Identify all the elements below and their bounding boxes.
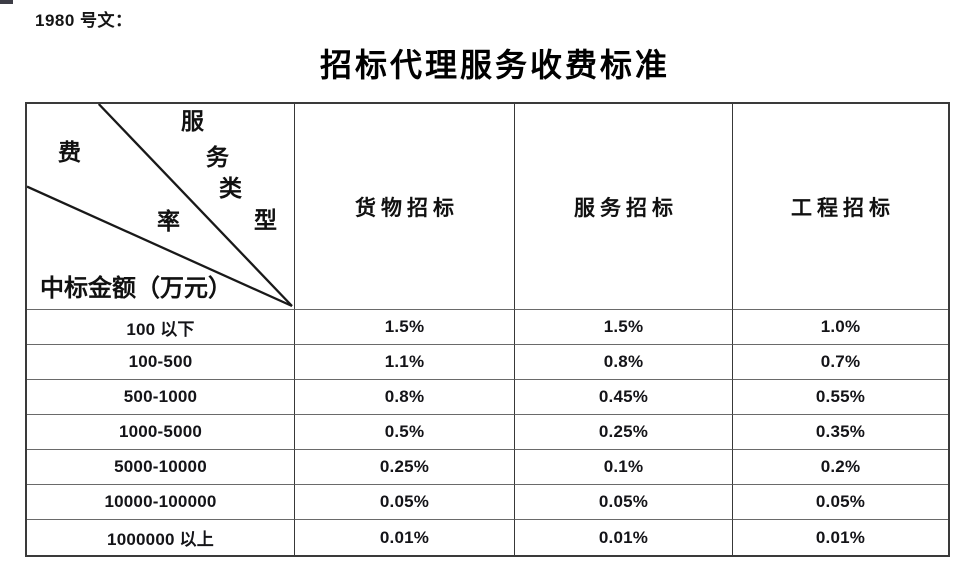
fee-value-cell: 1.1% [295, 345, 515, 380]
column-header-services: 服务招标 [515, 104, 733, 310]
amount-range-label: 100 以下 [126, 319, 195, 339]
fee-rate-value: 0.01% [379, 527, 430, 547]
amount-range-label: 10000-100000 [104, 492, 217, 511]
fee-value-cell: 0.2% [733, 450, 948, 485]
fee-value-cell: 0.8% [515, 345, 733, 380]
corner-label-rate-char: 费 [58, 140, 81, 165]
fee-value-cell: 0.25% [295, 450, 515, 485]
fee-value-cell: 1.5% [515, 310, 733, 345]
corner-label-service-char: 类 [219, 176, 242, 201]
corner-label-service-char: 服 [181, 109, 204, 134]
column-header-goods: 货物招标 [295, 104, 515, 310]
fee-rate-value: 0.1% [603, 457, 644, 476]
fee-value-cell: 0.05% [733, 485, 948, 520]
diagonal-divider-lower [27, 185, 293, 308]
fee-rate-value: 0.5% [384, 422, 425, 441]
fee-rate-value: 1.1% [384, 352, 425, 371]
column-header-label: 货物招标 [355, 195, 459, 220]
fee-value-cell: 0.7% [733, 345, 948, 380]
fee-rate-value: 0.05% [379, 492, 430, 511]
row-label-cell: 5000-10000 [27, 450, 295, 485]
fee-value-cell: 0.01% [733, 520, 948, 555]
amount-range-label: 1000-5000 [118, 422, 203, 441]
fee-rate-value: 0.8% [603, 352, 644, 371]
fee-rate-value: 1.0% [820, 317, 861, 336]
amount-range-label: 100-500 [128, 352, 193, 371]
fee-value-cell: 0.35% [733, 415, 948, 450]
fee-rate-value: 0.35% [815, 422, 866, 441]
corner-label-amount-axis: 中标金额（万元） [40, 276, 232, 302]
fee-value-cell: 0.55% [733, 380, 948, 415]
fee-rate-value: 0.55% [815, 387, 866, 406]
fee-value-cell: 1.0% [733, 310, 948, 345]
fee-rate-value: 0.05% [598, 492, 649, 511]
corner-label-service-char: 务 [206, 145, 229, 170]
fee-rate-value: 0.25% [379, 457, 430, 476]
row-label-cell: 10000-100000 [27, 485, 295, 520]
fee-rate-value: 1.5% [384, 317, 425, 336]
fee-rate-value: 0.7% [820, 352, 861, 371]
fee-rate-value: 0.01% [815, 527, 866, 547]
fee-value-cell: 0.8% [295, 380, 515, 415]
fee-value-cell: 0.05% [295, 485, 515, 520]
row-label-cell: 500-1000 [27, 380, 295, 415]
fee-rate-value: 0.25% [598, 422, 649, 441]
column-header-label: 工程招标 [791, 195, 895, 220]
fee-value-cell: 0.1% [515, 450, 733, 485]
scan-corner-artifact [0, 0, 13, 4]
amount-range-label: 5000-10000 [114, 457, 207, 476]
fee-value-cell: 0.25% [515, 415, 733, 450]
amount-range-label: 500-1000 [123, 387, 198, 406]
fee-standard-table: 服 务 类 型 费 率 中标金额（万元） 货物招标 服务招标 工程招标 100 … [25, 102, 950, 557]
column-header-engineering: 工程招标 [733, 104, 948, 310]
row-label-cell: 100 以下 [27, 310, 295, 345]
fee-rate-value: 0.01% [598, 527, 649, 547]
page-title: 招标代理服务收费标准 [319, 47, 670, 83]
amount-range-label: 1000000 以上 [107, 530, 214, 549]
fee-rate-value: 0.45% [598, 387, 649, 406]
row-label-cell: 1000000 以上 [27, 520, 295, 555]
fee-value-cell: 0.01% [295, 520, 515, 555]
row-label-cell: 100-500 [27, 345, 295, 380]
fee-rate-value: 0.05% [815, 492, 866, 511]
column-header-label: 服务招标 [574, 195, 678, 220]
fee-rate-value: 0.2% [820, 457, 861, 476]
fee-rate-value: 1.5% [603, 317, 644, 336]
diagonal-dividers [27, 104, 293, 308]
corner-label-service-char: 型 [254, 208, 277, 233]
corner-label-rate-char: 率 [157, 209, 180, 234]
fee-rate-value: 0.8% [384, 387, 425, 406]
doc-number-label: 1980 号文： [35, 11, 133, 30]
corner-header-cell: 服 务 类 型 费 率 中标金额（万元） [27, 104, 295, 310]
fee-value-cell: 0.05% [515, 485, 733, 520]
fee-value-cell: 0.45% [515, 380, 733, 415]
fee-value-cell: 1.5% [295, 310, 515, 345]
fee-value-cell: 0.5% [295, 415, 515, 450]
diagonal-divider-upper [97, 104, 293, 307]
row-label-cell: 1000-5000 [27, 415, 295, 450]
fee-value-cell: 0.01% [515, 520, 733, 555]
